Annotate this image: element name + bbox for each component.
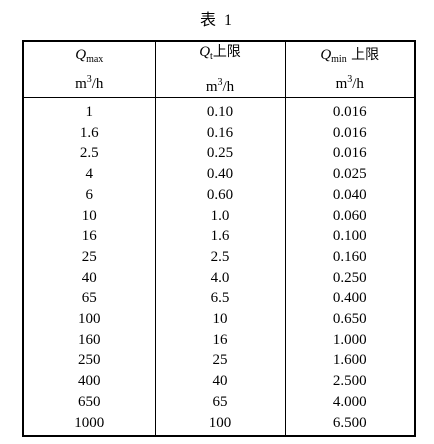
cell-qmin: 2.500 (284, 371, 416, 392)
cell-qt: 100 (154, 412, 286, 438)
cell-qmax: 400 (22, 371, 156, 392)
cell-qt: 16 (154, 329, 286, 351)
cell-qmin: 1.000 (284, 329, 416, 351)
table-caption: 表 1 (199, 12, 234, 29)
cell-qmax: 10 (22, 205, 156, 227)
cell-qmax: 650 (22, 391, 156, 413)
cell-qt: 1.6 (154, 226, 286, 247)
cell-qmin: 0.016 (284, 122, 416, 144)
cell-qmax: 160 (22, 329, 156, 351)
cell-qmin: 0.250 (284, 267, 416, 289)
cell-qmin: 0.016 (284, 97, 416, 123)
table-row: 16 1.6 0.100 (22, 226, 416, 247)
header-unit-tail: /h (91, 76, 104, 92)
cell-qmax: 100 (22, 309, 156, 330)
table-row: 65 6.5 0.400 (22, 288, 416, 310)
header-unit-exp: 3 (86, 74, 92, 85)
header-suffix: 上限 (212, 44, 241, 60)
cell-qmin: 0.100 (284, 226, 416, 247)
header-symbol: Q (75, 47, 87, 63)
cell-qmax: 6 (22, 184, 156, 206)
header-suffix: 上限 (346, 47, 380, 63)
table-row: 160 16 1.000 (22, 329, 416, 351)
header-unit-base: m (335, 76, 348, 92)
cell-qmax: 2.5 (22, 143, 156, 165)
cell-qmin: 0.016 (284, 143, 416, 165)
cell-qmin: 0.650 (284, 309, 416, 330)
table-row: 400 40 2.500 (22, 371, 416, 392)
cell-qmin: 6.500 (284, 412, 416, 438)
header-symbol: Q (320, 47, 332, 63)
table-row: 1000 100 6.500 (22, 412, 416, 438)
table-row: 25 2.5 0.160 (22, 246, 416, 268)
cell-qmax: 65 (22, 288, 156, 310)
cell-qt: 0.40 (154, 164, 286, 185)
cell-qmax: 250 (22, 350, 156, 372)
header-qmin-upper: Qmin 上限 m3/h (284, 40, 416, 98)
header-unit-base: m (205, 79, 218, 95)
cell-qt: 25 (154, 350, 286, 372)
cell-qt: 0.25 (154, 143, 286, 165)
cell-qmax: 1000 (22, 412, 156, 438)
table-row: 1.6 0.16 0.016 (22, 122, 416, 144)
table-row: 4 0.40 0.025 (22, 164, 416, 185)
cell-qmin: 0.160 (284, 246, 416, 268)
cell-qt: 0.10 (154, 97, 286, 123)
header-subscript: t (210, 51, 213, 62)
header-unit-tail: /h (352, 76, 364, 92)
header-subscript: min (331, 54, 347, 65)
flow-rate-table: Qmax m3/h Qt上限 m3/h Qmin 上限 m3/h (22, 40, 416, 438)
header-unit-exp: 3 (347, 74, 353, 85)
cell-qmin: 1.600 (284, 350, 416, 372)
header-unit-exp: 3 (217, 77, 223, 88)
cell-qmax: 1 (22, 97, 156, 123)
header-unit-base: m (75, 76, 87, 92)
table-row: 2.5 0.25 0.016 (22, 143, 416, 165)
cell-qmax: 4 (22, 164, 156, 185)
table-row: 40 4.0 0.250 (22, 267, 416, 289)
cell-qmax: 16 (22, 226, 156, 247)
table-row: 10 1.0 0.060 (22, 205, 416, 227)
cell-qt: 1.0 (154, 205, 286, 227)
header-qt-upper: Qt上限 m3/h (154, 40, 286, 98)
table-header-row: Qmax m3/h Qt上限 m3/h Qmin 上限 m3/h (22, 40, 416, 98)
cell-qmax: 25 (22, 246, 156, 268)
header-qmax: Qmax m3/h (22, 40, 156, 98)
table-row: 650 65 4.000 (22, 391, 416, 413)
cell-qmin: 0.025 (284, 164, 416, 185)
table-row: 1 0.10 0.016 (22, 97, 416, 123)
cell-qmin: 4.000 (284, 391, 416, 413)
cell-qt: 0.60 (154, 184, 286, 206)
cell-qmax: 1.6 (22, 122, 156, 144)
cell-qt: 10 (154, 309, 286, 330)
header-symbol: Q (199, 44, 211, 60)
cell-qt: 6.5 (154, 288, 286, 310)
cell-qmin: 0.400 (284, 288, 416, 310)
header-subscript: max (86, 54, 104, 65)
table-row: 100 10 0.650 (22, 309, 416, 330)
cell-qmin: 0.060 (284, 205, 416, 227)
table-row: 6 0.60 0.040 (22, 184, 416, 206)
cell-qt: 0.16 (154, 122, 286, 144)
cell-qt: 65 (154, 391, 286, 413)
cell-qmin: 0.040 (284, 184, 416, 206)
cell-qt: 40 (154, 371, 286, 392)
table-row: 250 25 1.600 (22, 350, 416, 372)
cell-qt: 2.5 (154, 246, 286, 268)
header-unit-tail: /h (222, 79, 235, 95)
cell-qt: 4.0 (154, 267, 286, 289)
cell-qmax: 40 (22, 267, 156, 289)
